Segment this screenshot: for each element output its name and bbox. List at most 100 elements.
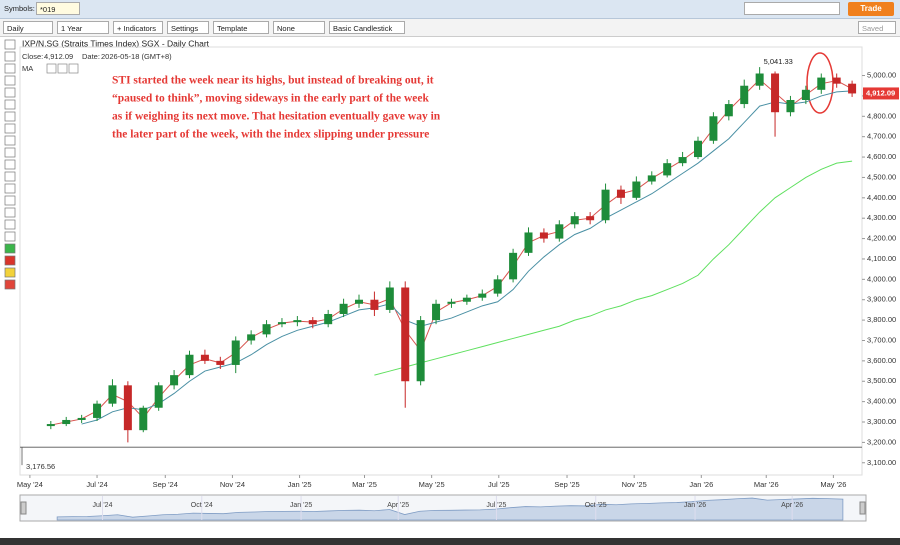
y-tick-label: 3,800.00	[867, 315, 896, 324]
candle-body	[493, 279, 502, 294]
candle-body	[709, 116, 718, 141]
candle-body	[832, 77, 841, 84]
candle-body	[154, 385, 163, 408]
range-select[interactable]: 1 Year	[57, 21, 109, 34]
trade-button[interactable]: Trade	[848, 2, 894, 16]
navigator-handle-right	[859, 501, 866, 515]
candle-body	[185, 354, 194, 376]
settings-button[interactable]: Settings	[167, 21, 209, 34]
candle-body	[216, 360, 225, 365]
last-price-tag	[863, 87, 899, 100]
candle-body	[370, 299, 379, 310]
interval-select[interactable]: Daily	[3, 21, 53, 34]
y-tick-label: 3,700.00	[867, 335, 896, 344]
x-tick-label: Mar '26	[754, 480, 779, 489]
indicators-button[interactable]: + Indicators	[113, 21, 163, 34]
symbol-input[interactable]: *019	[36, 2, 80, 15]
saved-indicator: Saved	[858, 21, 896, 34]
close-value: 4,912.09	[44, 52, 73, 61]
date-value: 2026-05-18 (GMT+8)	[101, 52, 172, 61]
navigator-tick-label: Jul '24	[92, 502, 112, 509]
candle-body	[77, 417, 86, 420]
annotation-text: the later part of the week, with the ind…	[112, 129, 429, 141]
y-tick-label: 4,000.00	[867, 274, 896, 283]
candle-body	[139, 407, 148, 431]
x-tick-label: Nov '25	[622, 480, 647, 489]
x-tick-label: Mar '25	[352, 480, 377, 489]
x-tick-label: Sep '25	[554, 480, 579, 489]
candle-body	[462, 297, 471, 302]
candle-body	[740, 85, 749, 105]
navigator-tick-label: Apr '25	[387, 502, 409, 509]
candle-body	[324, 313, 333, 325]
x-tick-label: Jul '24	[86, 480, 107, 489]
x-tick-label: Sep '24	[153, 480, 178, 489]
candle-body	[385, 287, 394, 310]
x-tick-label: May '25	[419, 480, 445, 489]
y-tick-label: 4,500.00	[867, 172, 896, 181]
navigator-tick-label: Apr '26	[781, 502, 803, 509]
plot-frame	[19, 46, 863, 476]
date-label: Date:	[82, 52, 100, 61]
y-tick-label: 3,100.00	[867, 458, 896, 467]
candle-body	[231, 340, 240, 365]
drawing-tools	[4, 39, 16, 290]
candle-body	[647, 175, 656, 182]
footer-bar	[0, 538, 900, 545]
style-select[interactable]: Basic Candlestick	[329, 21, 405, 34]
candle-body	[771, 73, 780, 113]
candle-body	[262, 324, 271, 335]
annotation-text: as if weighing its next move. That hesit…	[112, 111, 441, 123]
candle-body	[801, 89, 810, 100]
navigator-tick-label: Jul '25	[486, 502, 506, 509]
y-tick-label: 4,700.00	[867, 132, 896, 141]
y-tick-label: 3,900.00	[867, 295, 896, 304]
candle-body	[123, 385, 132, 431]
search-box[interactable]	[744, 2, 840, 15]
x-tick-label: May '24	[17, 480, 43, 489]
candle-body	[277, 322, 286, 325]
candle-body	[355, 299, 364, 304]
y-tick-label: 3,200.00	[867, 437, 896, 446]
candle-body	[170, 375, 179, 386]
y-tick-label: 4,300.00	[867, 213, 896, 222]
chart-toolbar: Daily 1 Year + Indicators Settings Templ…	[0, 19, 900, 37]
candle-body	[46, 424, 55, 427]
close-label: Close:	[22, 52, 43, 61]
y-tick-label: 5,000.00	[867, 71, 896, 80]
y-tick-label: 4,100.00	[867, 254, 896, 263]
candle-body	[339, 303, 348, 314]
y-tick-label: 4,800.00	[867, 111, 896, 120]
y-tick-label: 3,300.00	[867, 417, 896, 426]
candle-body	[416, 320, 425, 382]
candle-body	[293, 320, 302, 323]
none-select[interactable]: None	[273, 21, 325, 34]
x-tick-label: Jan '26	[689, 480, 713, 489]
candle-body	[570, 216, 579, 225]
x-tick-label: May '26	[820, 480, 846, 489]
annotation-text: STI started the week near its highs, but…	[112, 75, 434, 87]
x-tick-label: Jan '25	[288, 480, 312, 489]
navigator-tick-label: Oct '24	[191, 502, 213, 509]
y-tick-label: 4,200.00	[867, 234, 896, 243]
y-tick-label: 3,500.00	[867, 376, 896, 385]
candle-body	[632, 181, 641, 198]
candle-body	[308, 320, 317, 325]
y-tick-label: 4,600.00	[867, 152, 896, 161]
symbol-bar: Symbols: *019 Trade	[0, 0, 900, 19]
candle-body	[616, 189, 625, 198]
y-tick-label: 4,400.00	[867, 193, 896, 202]
ma-buttons[interactable]	[46, 63, 79, 74]
moving-average	[81, 90, 853, 425]
x-tick-label: Nov '24	[220, 480, 245, 489]
candle-body	[108, 385, 117, 404]
y-tick-label: 3,600.00	[867, 356, 896, 365]
candle-body	[601, 189, 610, 221]
candle-body	[848, 83, 857, 94]
symbols-label: Symbols:	[4, 4, 35, 13]
last-price-label: 4,912.09	[866, 88, 895, 97]
template-select[interactable]: Template	[213, 21, 269, 34]
candle-body	[200, 354, 209, 361]
low-label: 3,176.56	[26, 462, 55, 471]
candle-body	[539, 232, 548, 239]
